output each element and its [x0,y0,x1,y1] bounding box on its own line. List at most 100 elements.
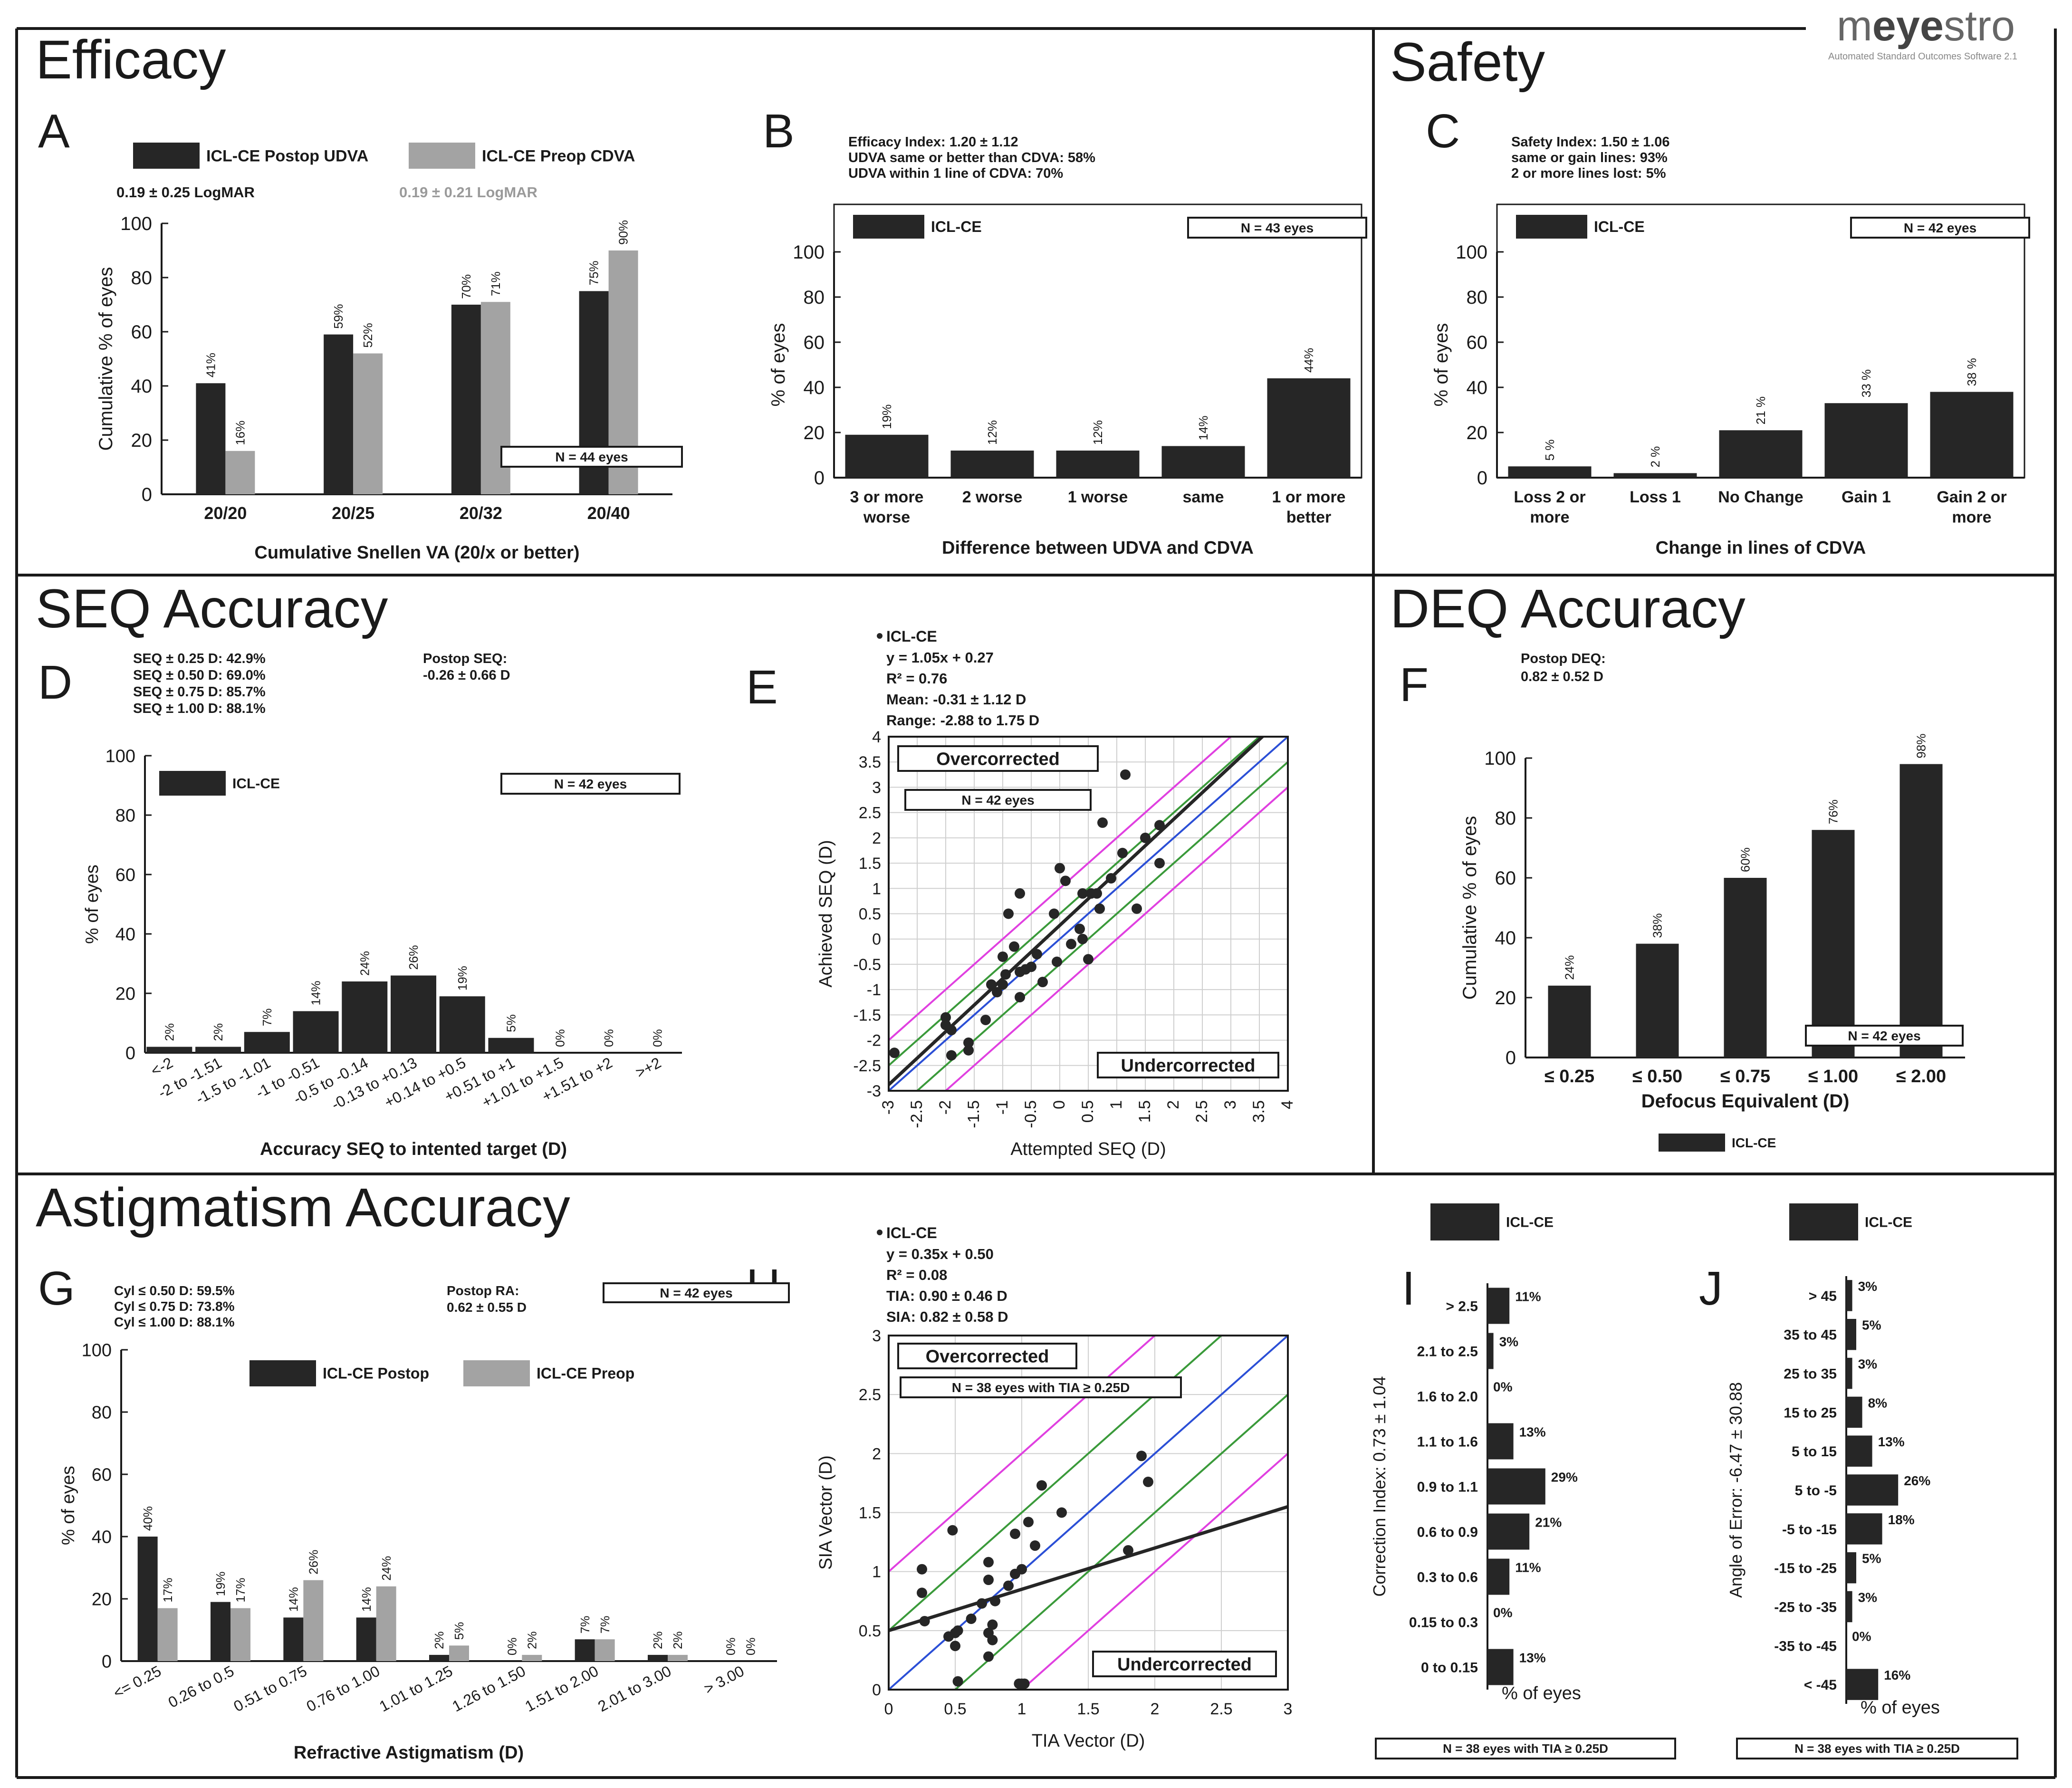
panel-b-bar-label: 12% [985,420,999,445]
panel-g-bar-label: 2% [525,1631,539,1649]
panel-h-point [1003,1580,1014,1591]
panel-e-fit-line [889,737,1265,1086]
panel-h-point [966,1614,977,1624]
panel-b-bar-label: 14% [1196,415,1210,440]
panel-h-point [1023,1517,1034,1528]
panel-e-point [1092,888,1102,899]
panel-f-ytick-label: 40 [1495,928,1516,949]
panel-g-cat-label: 1.01 to 1.25 [376,1662,455,1715]
panel-b-stats-2: UDVA within 1 line of CDVA: 70% [848,166,1063,181]
panel-h-xtick-label: 2 [1151,1700,1160,1718]
panel-b-cat-label: 2 worse [962,488,1023,506]
panel-i-bar-label: 0% [1493,1380,1513,1394]
panel-g-cat-label: 0.51 to 0.75 [230,1662,309,1715]
panel-h-point [1056,1507,1067,1518]
panel-letter-I: I [1402,1262,1415,1315]
logo-text-a: m [1837,2,1872,50]
panel-e-point [998,979,1008,990]
panel-e-point [1077,933,1088,944]
panel-c-stats-0: Safety Index: 1.50 ± 1.06 [1511,135,1669,150]
panel-e-xtick-label: 1 [1107,1100,1125,1109]
panel-b-stats-0: Efficacy Index: 1.20 ± 1.12 [848,135,1018,150]
panel-h-point [1143,1476,1153,1487]
panel-d-ytick-label: 20 [115,984,135,1004]
panel-a-ytick-label: 60 [131,322,153,343]
panel-c-cat-label: more [1952,509,1991,527]
svg-text:meyestro: meyestro [1837,2,2015,50]
logo-text-b: eye [1872,2,1944,50]
panel-h-legend-label: ICL-CE [886,1224,937,1241]
panel-h-stats-1: R² = 0.08 [886,1267,947,1283]
panel-i-bar-label: 21% [1535,1515,1562,1530]
panel-e-ytick-label: -0.5 [853,956,881,974]
panel-f-legend-label: ICL-CE [1732,1135,1776,1150]
panel-h-xtick-label: 1 [1017,1700,1026,1718]
panel-h-xtick-label: 2.5 [1210,1700,1232,1718]
panel-e-point [889,1048,900,1058]
panel-e-ytick-label: 1 [872,880,881,898]
panel-letter-J: J [1699,1262,1723,1315]
panel-d-bar [439,996,485,1053]
panel-i-bar-label: 11% [1515,1560,1541,1575]
panel-f-bar-label: 38% [1650,913,1665,938]
panel-d-ytick-label: 0 [125,1043,135,1063]
panel-c-ylabel: % of eyes [1431,323,1452,407]
panel-h-ylabel: SIA Vector (D) [816,1455,836,1570]
panel-h-xtick-label: 1.5 [1077,1700,1099,1718]
panel-d-bar-label: 2% [162,1023,176,1041]
panel-c-bar-label: 5 % [1543,439,1557,461]
panel-b-bar [950,451,1034,478]
panel-e-point [1077,888,1088,899]
panel-g-bar-label: 0% [723,1637,738,1655]
panel-j-bar-label: 16% [1884,1668,1910,1682]
panel-a-xlabel: Cumulative Snellen VA (20/x or better) [254,543,579,563]
panel-e-legend-marker [877,633,883,639]
panel-j-bar-label: 5% [1862,1318,1881,1333]
panel-g-ytick-label: 40 [92,1527,112,1547]
panel-d-stats-1: SEQ ± 0.50 D: 69.0% [133,668,266,683]
panel-i-bar-label: 29% [1551,1470,1578,1485]
panel-d-legend-label: ICL-CE [232,776,280,792]
panel-d-n-text: N = 42 eyes [554,777,627,791]
panel-d-ytick-label: 80 [115,806,135,826]
panel-e-xtick-label: 2.5 [1193,1100,1211,1123]
panel-j-bar-label: 3% [1858,1279,1878,1294]
panel-e-ytick-label: 1.5 [859,855,881,873]
panel-e-point [1049,908,1059,919]
panel-d-postop-title: Postop SEQ: [423,651,507,666]
panel-c-cat-label: Loss 1 [1630,488,1681,506]
panel-c-stats-2: 2 or more lines lost: 5% [1511,166,1666,181]
panel-c-cat-label: more [1530,509,1569,527]
panel-e-point [1097,817,1108,828]
panel-c-bar [1719,430,1803,478]
panel-e-ylabel: Achieved SEQ (D) [816,840,836,987]
panel-f-postop-title: Postop DEQ: [1521,651,1606,666]
panel-f-cat-label: ≤ 0.25 [1544,1067,1594,1086]
panel-e: E ICL-CE y = 1.05x + 0.27 R² = 0.76 Mean: -0… [746,628,1296,1159]
panel-e-point [946,1025,957,1036]
panel-e-point [1154,820,1165,831]
panel-b-cat-label: 1 or more [1272,488,1346,506]
section-title-seq: SEQ Accuracy [36,578,388,639]
panel-b-ytick-label: 40 [804,377,825,398]
panel-j-bar [1846,1280,1852,1311]
panel-e-xtick-label: 3 [1221,1100,1239,1109]
panel-g-cat-label: 0.76 to 1.00 [304,1662,383,1715]
panel-h-ref-line [889,1336,1223,1632]
panel-e-legend-label: ICL-CE [886,628,937,645]
panel-c-cat-label: Loss 2 or [1514,488,1585,506]
panel-e-under-box [1097,1052,1279,1078]
panel-c-cat-label: Gain 2 or [1937,488,2006,506]
panel-f-xlabel: Defocus Equivalent (D) [1641,1091,1850,1112]
panel-letter-G: G [38,1262,75,1315]
panel-f-bar-label: 24% [1563,955,1577,980]
panel-e-point [1120,769,1131,780]
panel-d-bar-label: 2% [211,1023,225,1041]
panel-j-legend-swatch [1789,1203,1858,1240]
panel-j-bar-label: 3% [1858,1357,1878,1372]
panel-i-legend-label: ICL-CE [1506,1215,1554,1230]
panel-i-n-text: N = 38 eyes with TIA ≥ 0.25D [1443,1741,1608,1756]
panel-d-bar-label: 0% [553,1029,567,1047]
panel-i-bar [1487,1333,1494,1369]
panel-e-point [1094,903,1105,914]
